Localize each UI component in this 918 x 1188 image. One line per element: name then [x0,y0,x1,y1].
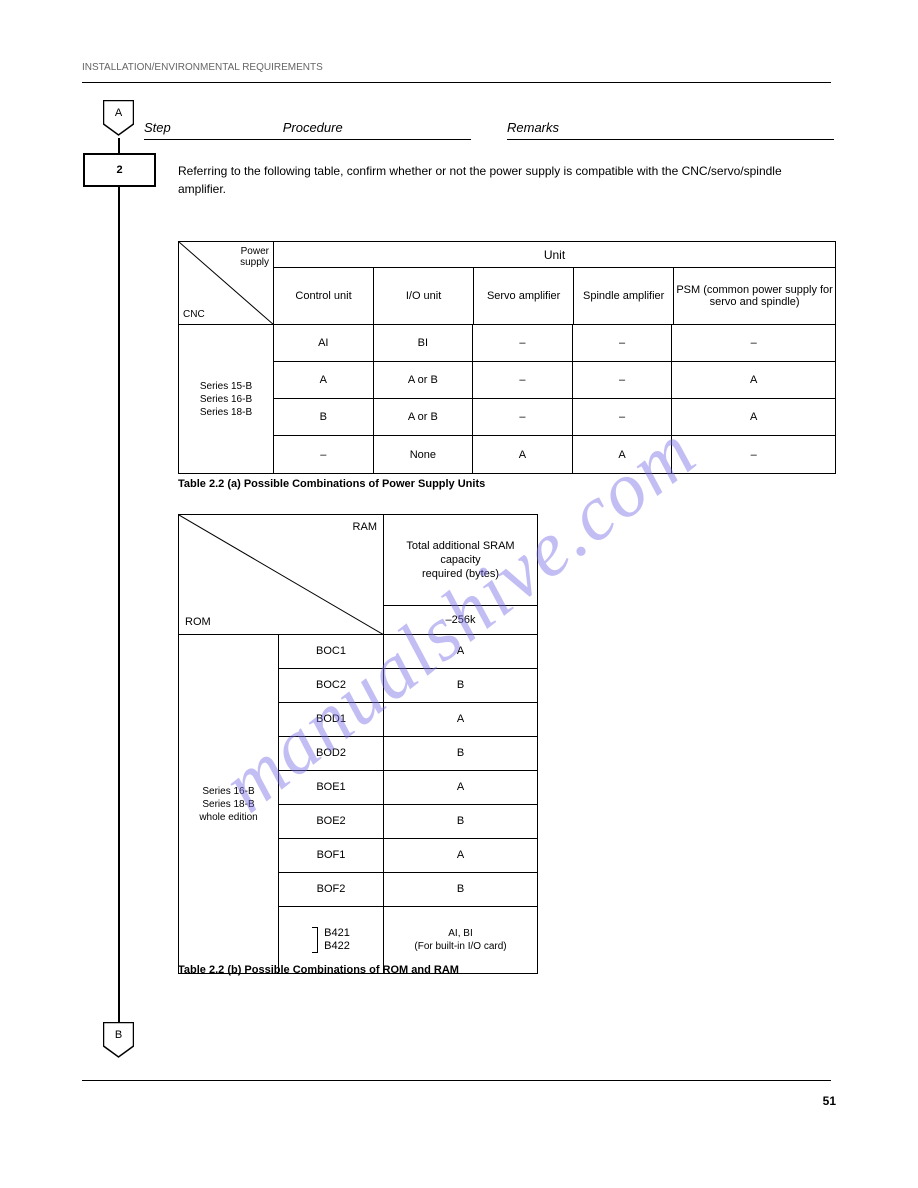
column-headers: Step Procedure Remarks [144,116,834,140]
t1-cell: – [672,325,835,361]
t1-cell: – [473,362,573,398]
intro-text: Referring to the following table, confir… [178,162,818,198]
flow-entry-label: A [115,107,123,119]
t2-label: BOE1 [279,771,384,804]
t2-value: B [384,737,537,770]
flow-box: 2 [83,153,156,187]
table-row: A A or B – – A [274,362,835,399]
t1-corner-top: Powersupply [240,246,269,268]
flow-box-label: 2 [116,164,122,176]
t1-cell: None [374,436,474,473]
t1-cell: AI [274,325,374,361]
t2-corner-bot: ROM [185,616,211,628]
t2-label: BOF2 [279,873,384,906]
table-row: BOC2 B [279,669,537,703]
t1-cell: – [473,399,573,435]
t2-value: A [384,839,537,872]
table-row: – None A A – [274,436,835,473]
t2-label: BOE2 [279,805,384,838]
table-row: BOF2 B [279,873,537,907]
t1-col-1: I/O unit [374,268,474,324]
t2-label: BOC2 [279,669,384,702]
t1-cell: BI [374,325,474,361]
table-row: BOC1 A [279,635,537,669]
page-number: 51 [823,1094,836,1108]
t1-columns: Control unit I/O unit Servo amplifier Sp… [274,268,835,324]
flow-entry-badge: A [103,100,134,136]
top-divider [82,82,831,83]
bracket-icon [312,927,318,953]
table-row: B A or B – – A [274,399,835,436]
flow-line [118,138,120,1024]
flow-exit-label: B [115,1029,122,1041]
t1-col-0: Control unit [274,268,374,324]
table-row: BOF1 A [279,839,537,873]
table-combinations: Powersupply CNC Unit Control unit I/O un… [178,241,836,474]
t1-caption: Table 2.2 (a) Possible Combinations of P… [178,478,485,490]
t1-cell: A [672,399,835,435]
t1-cell: – [473,325,573,361]
table-row: BOE2 B [279,805,537,839]
t2-corner: RAM ROM [179,515,384,634]
table-row: BOD2 B [279,737,537,771]
t1-cell: – [573,362,673,398]
t2-value: A [384,771,537,804]
t1-cell: A [274,362,374,398]
t1-col-3: Spindle amplifier [574,268,674,324]
t2-value: A [384,703,537,736]
t2-label: BOD2 [279,737,384,770]
t2-label: BOF1 [279,839,384,872]
t1-cell: A [473,436,573,473]
t1-col-2: Servo amplifier [474,268,574,324]
breadcrumb: INSTALLATION/ENVIRONMENTAL REQUIREMENTS [82,62,323,73]
t1-cell: A [573,436,673,473]
t1-title: Unit [274,242,835,268]
t1-corner: Powersupply CNC [179,242,274,324]
t1-rowgroup: Series 15-BSeries 16-BSeries 18-B [179,325,274,473]
t2-label: BOD1 [279,703,384,736]
t2-head-top: Total additional SRAM capacityrequired (… [384,515,537,606]
t2-value: B [384,873,537,906]
t1-cell: – [274,436,374,473]
t1-cell: – [672,436,835,473]
t1-cell: A [672,362,835,398]
t1-cell: – [573,325,673,361]
flow-exit-badge: B [103,1022,134,1058]
t2-caption: Table 2.2 (b) Possible Combinations of R… [178,964,459,976]
t2-value: B [384,805,537,838]
table-row: BOE1 A [279,771,537,805]
t2-head-bot: –256k [384,606,537,634]
t1-cell: – [573,399,673,435]
t2-label: BOC1 [279,635,384,668]
t1-cell: A or B [374,362,474,398]
t2-value: A [384,635,537,668]
header-left: Step Procedure [144,120,471,140]
table-rom-ram: RAM ROM Total additional SRAM capacityre… [178,514,538,974]
bottom-divider [82,1080,831,1081]
t1-col-4: PSM (common power supply for servo and s… [674,268,835,324]
table-row: BOD1 A [279,703,537,737]
t1-corner-bot: CNC [183,309,205,320]
table-row: AI BI – – – [274,325,835,362]
t2-corner-top: RAM [353,521,377,533]
t1-cell: B [274,399,374,435]
t2-value: B [384,669,537,702]
t2-rowgroup: Series 16-BSeries 18-Bwhole edition [179,635,279,973]
header-right: Remarks [507,120,834,140]
t1-cell: A or B [374,399,474,435]
